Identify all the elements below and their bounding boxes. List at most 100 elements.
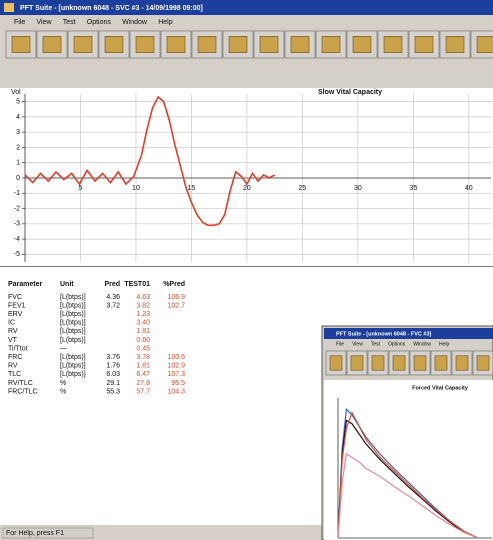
table-cell: FRC (8, 354, 22, 361)
menu-item[interactable]: Help (158, 19, 173, 26)
toolbar-icon (167, 36, 185, 52)
table-cell: 3.76 (106, 354, 120, 361)
x-tick-label: 30 (354, 185, 362, 192)
inset-chart-panel (324, 380, 493, 540)
table-cell: [L(btps)] (60, 302, 86, 309)
table-cell: 6.47 (136, 371, 150, 378)
y-tick-label: 0 (16, 175, 20, 182)
table-cell: 100.6 (167, 354, 185, 361)
table-cell: 0.60 (136, 337, 150, 344)
table-cell: [L(btps)] (60, 363, 86, 370)
x-tick-label: 10 (132, 185, 140, 192)
menu-item[interactable]: File (14, 19, 25, 26)
toolbar-icon (393, 356, 405, 370)
table-cell: 95.5 (171, 380, 185, 387)
table-cell: RV (8, 328, 18, 335)
toolbar-icon (229, 36, 247, 52)
table-cell: FEV1 (8, 302, 26, 309)
table-cell: — (60, 345, 67, 352)
toolbar-icon (291, 36, 309, 52)
menu-item[interactable]: Help (439, 341, 450, 347)
toolbar-icon (415, 36, 433, 52)
table-cell: 57.7 (136, 388, 150, 395)
table-cell: [L(btps)] (60, 354, 86, 361)
x-tick-label: 20 (243, 185, 251, 192)
y-axis-label: Vol (11, 89, 21, 96)
table-cell: 4.36 (106, 294, 120, 301)
menu-item[interactable]: View (352, 341, 363, 347)
window-title: PFT Suite - [unknown 6048 - SVC #3 - 14/… (20, 5, 203, 12)
toolbar-icon (260, 36, 278, 52)
toolbar-icon (477, 356, 489, 370)
column-header: TEST01 (124, 281, 150, 288)
table-cell: 104.3 (167, 388, 185, 395)
table-cell: 3.40 (136, 320, 150, 327)
toolbar-icon (384, 36, 402, 52)
menu-item[interactable]: Window (413, 341, 431, 347)
table-cell: ERV (8, 311, 23, 318)
column-header: %Pred (163, 281, 185, 288)
table-cell: 0.45 (136, 345, 150, 352)
toolbar (6, 31, 493, 58)
toolbar-icon (105, 36, 123, 52)
inset-window: PFT Suite - [unknown 6048 - FVC #3] File… (322, 326, 493, 540)
y-tick-label: -2 (14, 205, 20, 212)
y-tick-label: -4 (14, 236, 20, 243)
table-cell: 3.72 (106, 302, 120, 309)
menu-item[interactable]: Window (122, 19, 148, 26)
toolbar-icon (353, 36, 371, 52)
table-cell: 1.76 (106, 363, 120, 370)
table-cell: Ti/Ttot (8, 345, 28, 352)
y-tick-label: -3 (14, 221, 20, 228)
menu-item[interactable]: Options (388, 341, 406, 347)
table-cell: 106.9 (167, 294, 185, 301)
toolbar-icon (372, 356, 384, 370)
toolbar-icon (446, 36, 464, 52)
toolbar-icon (351, 356, 363, 370)
table-cell: RV (8, 363, 18, 370)
inset-title: PFT Suite - [unknown 6048 - FVC #3] (336, 331, 432, 337)
y-tick-label: 4 (16, 114, 20, 121)
table-cell: [L(btps)] (60, 337, 86, 344)
table-cell: 102.9 (167, 363, 185, 370)
y-tick-label: -5 (14, 251, 20, 258)
table-cell: [L(btps)] (60, 328, 86, 335)
y-tick-label: 3 (16, 129, 20, 136)
menu-item[interactable]: Options (87, 19, 112, 26)
menu-item[interactable]: File (336, 341, 344, 347)
toolbar-icon (330, 356, 342, 370)
app-icon (4, 3, 14, 12)
table-cell: IC (8, 320, 15, 327)
toolbar-icon (456, 356, 468, 370)
column-header: Unit (60, 281, 74, 288)
table-cell: [L(btps)] (60, 311, 86, 318)
toolbar-icon (477, 36, 493, 52)
table-cell: FRC/TLC (8, 388, 38, 395)
menu-item[interactable]: Test (63, 19, 76, 26)
column-header: Pred (104, 281, 120, 288)
menu-item[interactable]: Test (371, 341, 381, 347)
status-text: For Help, press F1 (6, 530, 64, 537)
table-cell: 6.03 (106, 371, 120, 378)
table-cell: FVC (8, 294, 22, 301)
toolbar-icon (322, 36, 340, 52)
toolbar-icon (435, 356, 447, 370)
table-cell: 55.3 (106, 388, 120, 395)
table-cell: 3.82 (136, 302, 150, 309)
table-cell: 107.3 (167, 371, 185, 378)
chart-title: Slow Vital Capacity (318, 89, 382, 96)
table-cell: 3.78 (136, 354, 150, 361)
toolbar-icon (414, 356, 426, 370)
column-header: Parameter (8, 281, 43, 288)
toolbar-icon (74, 36, 92, 52)
x-tick-label: 15 (188, 185, 196, 192)
table-cell: 27.8 (136, 380, 150, 387)
toolbar-icon (12, 36, 30, 52)
y-tick-label: -1 (14, 190, 20, 197)
table-cell: [L(btps)] (60, 294, 86, 301)
table-cell: 1.23 (136, 311, 150, 318)
table-cell: 29.1 (106, 380, 120, 387)
table-cell: RV/TLC (8, 380, 33, 387)
menu-item[interactable]: View (36, 19, 52, 26)
table-cell: 1.81 (136, 328, 150, 335)
